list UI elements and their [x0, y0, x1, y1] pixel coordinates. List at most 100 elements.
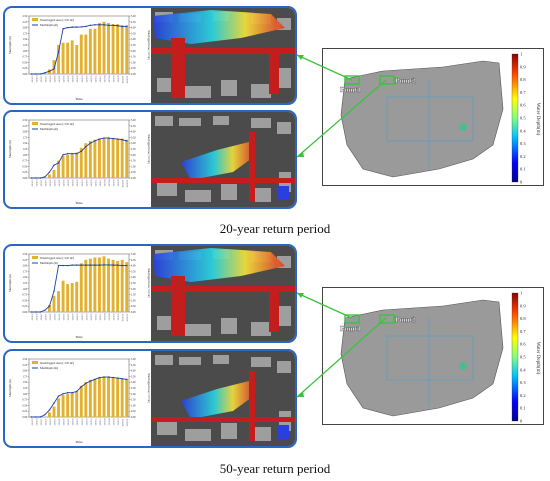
y-tick-label: 2.25: [22, 259, 27, 262]
building: [279, 68, 291, 88]
max-depth-point: [71, 264, 73, 266]
max-depth-point: [30, 73, 32, 75]
max-depth-point: [89, 142, 92, 144]
x-tick-label: 4:00:00: [67, 180, 69, 188]
y2-axis-label: Waterlogged Area (×10⁴ m²): [147, 268, 150, 298]
max-depth-point: [89, 24, 92, 26]
waterlogged-area-bar: [61, 155, 65, 178]
y2-tick-label: 3.00: [131, 38, 136, 41]
y-axis-label: MaxDepth (m): [8, 379, 12, 397]
max-depth-point: [53, 290, 55, 292]
colorbar-tick-label: 0.5: [520, 116, 526, 121]
flooded-road: [269, 292, 279, 332]
max-depth-point: [98, 138, 101, 140]
max-depth-point: [48, 171, 51, 173]
waterlogged-area-bar: [93, 257, 97, 312]
y2-tick-label: 5.00: [131, 119, 136, 122]
flooded-road: [151, 178, 295, 183]
max-depth-point: [112, 376, 114, 379]
max-depth-point: [76, 26, 78, 28]
y-tick-label: 1.50: [22, 276, 27, 279]
waterlogged-area-bar: [120, 378, 124, 417]
colorbar: [511, 53, 519, 183]
legend-swatch-area: [32, 122, 38, 125]
y-tick-label: 2.00: [22, 131, 27, 134]
max-depth-point: [53, 68, 55, 70]
waterlogged-area-bar: [75, 391, 79, 417]
max-depth-point: [66, 391, 69, 394]
max-depth-point: [94, 264, 96, 266]
x-axis-label: Time: [75, 201, 83, 205]
chart-panel-50yr-point2: 0.00 0.25 0.50 0.75 1.00 1.25 1.50 1.75 2.00 2.25…: [3, 244, 297, 343]
y2-tick-label: 2.50: [131, 282, 136, 285]
flood-extent: [153, 248, 285, 282]
flood-depth-map-detail: [151, 112, 295, 207]
x-tick-label: 8:30:00: [108, 180, 110, 188]
max-depth-point: [116, 377, 119, 379]
max-depth-point: [85, 264, 87, 266]
y-tick-label: 1.75: [22, 270, 27, 273]
point2-label: Point2: [395, 76, 416, 85]
max-depth-point: [76, 390, 78, 393]
colorbar-tick-label: 0.2: [520, 154, 526, 159]
max-depth-point: [98, 264, 101, 266]
x-tick-label: 10:00:00: [121, 180, 123, 189]
max-depth-point: [126, 264, 128, 267]
x-tick-label: 3:00:00: [58, 314, 60, 322]
building: [251, 118, 271, 128]
max-depth-point: [57, 264, 60, 267]
waterlogged-area-bar: [102, 256, 106, 312]
building: [179, 118, 201, 126]
y-axis-label: MaxDepth (m): [8, 274, 12, 292]
max-depth-point: [35, 416, 37, 418]
max-depth-point: [57, 162, 60, 164]
waterlogged-area-bar: [98, 22, 101, 74]
flood-depth-map-detail: [151, 8, 295, 103]
x-tick-label: 0:30:00: [35, 76, 37, 84]
x-tick-label: 9:00:00: [112, 76, 114, 84]
depth-hotspot: [459, 123, 467, 131]
x-tick-label: 9:30:00: [117, 180, 119, 188]
y-tick-label: 0.50: [22, 61, 27, 64]
x-tick-label: 4:00:00: [67, 419, 69, 427]
max-depth-point: [48, 70, 51, 72]
max-depth-point: [98, 376, 101, 379]
x-tick-label: 2:00:00: [48, 180, 50, 188]
x-tick-label: 2:30:00: [53, 419, 55, 427]
max-depth-point: [44, 413, 46, 416]
x-tick-label: 10:30:00: [126, 419, 128, 428]
x-tick-label: 6:30:00: [89, 314, 91, 322]
y2-tick-label: 2.50: [131, 44, 136, 47]
building: [185, 86, 211, 98]
x-tick-label: 5:30:00: [80, 76, 82, 84]
x-tick-label: 0:00:00: [30, 314, 32, 322]
waterlogged-area-bar: [116, 260, 120, 312]
x-tick-label: 3:30:00: [62, 419, 64, 427]
x-tick-label: 6:00:00: [85, 76, 87, 84]
y-tick-label: 2.00: [22, 265, 27, 268]
y2-tick-label: 0.00: [131, 416, 136, 419]
max-depth-point: [44, 176, 46, 178]
x-tick-label: 7:30:00: [98, 419, 100, 427]
y-tick-label: 0.50: [22, 165, 27, 168]
figure-caption-20yr: 20-year return period: [219, 221, 331, 236]
max-depth-point: [107, 376, 110, 378]
waterlogged-area-bar: [79, 263, 83, 312]
waterlogged-area-bar: [79, 385, 83, 417]
colorbar-tick-label: 0.2: [520, 393, 526, 398]
max-depth-point: [76, 264, 78, 266]
y2-tick-label: 0.50: [131, 305, 136, 308]
y2-axis-label: Waterlogged Area (×10⁴ m²): [147, 134, 150, 164]
figure-caption-50yr: 50-year return period: [219, 461, 331, 476]
y-tick-label: 2.00: [22, 370, 27, 373]
waterlogged-area-bar: [66, 284, 70, 312]
building: [251, 357, 271, 367]
x-tick-label: 0:30:00: [35, 419, 37, 427]
max-depth-point: [80, 264, 82, 266]
max-depth-line: [31, 24, 127, 75]
waterlogged-area-bar: [70, 283, 74, 312]
max-depth-point: [53, 164, 55, 166]
waterlogged-area-bar: [57, 160, 60, 178]
y2-tick-label: 2.00: [131, 288, 136, 291]
x-tick-label: 9:30:00: [117, 314, 119, 322]
